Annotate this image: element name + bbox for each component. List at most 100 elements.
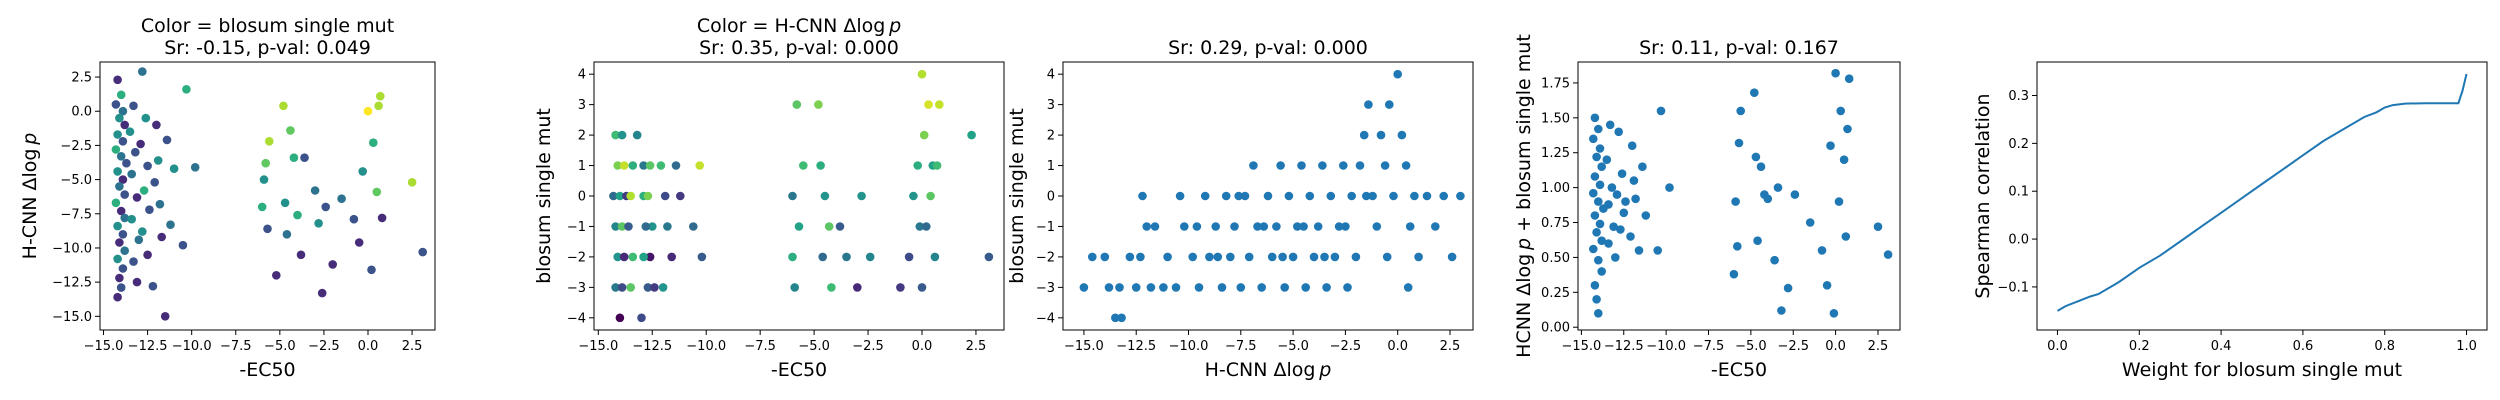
data-point	[643, 191, 653, 201]
data-point	[265, 137, 274, 146]
data-point	[619, 252, 629, 262]
data-point	[922, 222, 931, 231]
data-point	[1783, 283, 1793, 293]
x-tick-label: −10.0	[1646, 339, 1686, 354]
data-point	[286, 126, 295, 135]
data-point	[169, 164, 179, 173]
data-point	[1595, 180, 1605, 190]
data-point	[118, 106, 128, 116]
y-tick-label: 3	[578, 98, 586, 113]
data-point	[113, 292, 122, 302]
data-point	[663, 222, 672, 231]
data-point	[1750, 88, 1759, 97]
data-point	[1368, 191, 1377, 201]
data-point	[1079, 283, 1089, 292]
data-point	[1347, 191, 1356, 201]
plot-frame	[99, 61, 436, 331]
data-point	[628, 161, 638, 170]
data-point	[1249, 161, 1258, 170]
data-point	[358, 167, 368, 176]
data-point	[1431, 222, 1440, 231]
data-point	[1171, 283, 1181, 292]
x-tick-label: −15.0	[1561, 339, 1601, 354]
data-point	[138, 67, 147, 76]
y-tick-label: −10.0	[52, 241, 92, 256]
panel-weight-vs-spearman: 0.0 0.2 0.4 0.6 0.8 1.0 0.3 0.2 0.1 0.0 −0.1 Weight…	[1972, 61, 2488, 381]
data-point	[354, 238, 364, 247]
y-tick-label: 1.50	[1541, 111, 1570, 126]
data-point	[1382, 252, 1392, 262]
x-tick-label: −10.0	[1169, 339, 1209, 354]
data-point	[280, 198, 290, 208]
data-point	[1088, 252, 1097, 262]
data-point	[1826, 141, 1835, 150]
data-point	[1115, 283, 1124, 292]
data-point	[615, 191, 625, 201]
y-tick-label: −3	[567, 281, 586, 296]
data-point	[1309, 252, 1319, 262]
data-point	[1597, 162, 1606, 171]
data-point	[143, 161, 152, 171]
data-point	[1131, 283, 1141, 292]
data-point	[293, 210, 302, 220]
data-point	[917, 69, 927, 79]
x-tick-label: −7.5	[1693, 339, 1725, 354]
data-point	[116, 152, 126, 161]
panel-ec50-vs-blosum: Color = H-CNN Δlog pSr: 0.35, p-val: 0.0…	[533, 15, 1005, 381]
data-point	[624, 222, 633, 231]
data-point	[648, 222, 657, 231]
data-point	[296, 250, 306, 260]
data-point	[609, 191, 618, 201]
data-point	[818, 252, 827, 262]
y-tick-label: −15.0	[52, 310, 92, 325]
data-point	[650, 283, 659, 292]
data-point	[118, 137, 128, 146]
data-point	[1194, 283, 1204, 292]
data-point	[1589, 244, 1598, 254]
data-point	[1278, 252, 1287, 262]
data-point	[1355, 161, 1365, 170]
data-point	[613, 252, 622, 262]
data-point	[1594, 197, 1603, 206]
data-point	[122, 158, 131, 168]
y-tick-label: −7.5	[60, 207, 92, 222]
y-tick-label: 2	[1047, 129, 1055, 144]
data-point	[1604, 200, 1613, 209]
data-point	[1594, 124, 1603, 134]
data-point	[162, 135, 172, 145]
data-point	[272, 271, 281, 280]
data-point	[930, 252, 940, 262]
data-point	[658, 283, 668, 292]
data-point	[1831, 68, 1840, 78]
data-point	[904, 252, 914, 262]
y-axis-label: blosum single mut	[1006, 108, 1028, 284]
data-point	[967, 130, 976, 140]
data-point	[827, 283, 836, 292]
data-point	[1301, 283, 1310, 292]
data-point	[1372, 222, 1382, 231]
data-point	[1822, 281, 1832, 290]
data-point	[932, 161, 942, 170]
data-point	[671, 161, 681, 170]
data-point	[261, 158, 271, 168]
data-point	[328, 260, 338, 269]
y-tick-label: 0.1	[2008, 185, 2029, 200]
data-point	[615, 313, 625, 323]
data-point	[1299, 222, 1308, 231]
data-point	[1751, 152, 1761, 162]
data-point	[1405, 222, 1415, 231]
data-point	[1447, 252, 1457, 262]
x-tick-label: 2.5	[1868, 339, 1889, 354]
x-axis-label: Weight for blosum single mut	[2122, 359, 2402, 381]
data-point	[279, 101, 288, 111]
data-point	[131, 147, 140, 157]
data-point	[628, 252, 638, 262]
data-point	[1180, 222, 1189, 231]
y-tick-label: 4	[1047, 68, 1055, 83]
data-point	[407, 178, 417, 187]
data-point	[909, 191, 918, 201]
data-point	[814, 100, 823, 109]
data-point	[1641, 211, 1651, 220]
data-point	[367, 265, 376, 275]
